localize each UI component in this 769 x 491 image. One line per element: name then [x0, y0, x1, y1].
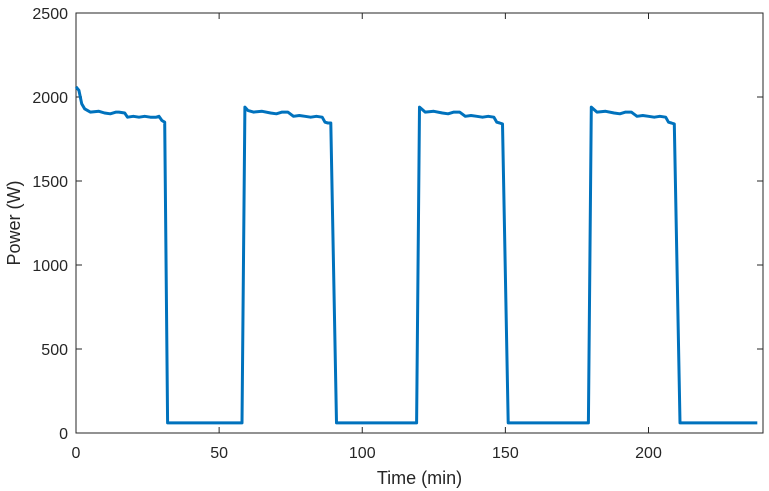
x-tick-label: 200 [635, 445, 662, 462]
y-tick-label: 2000 [32, 90, 68, 107]
y-tick-label: 1500 [32, 174, 68, 191]
y-axis-label: Power (W) [4, 181, 24, 266]
y-tick-label: 2500 [32, 6, 68, 23]
y-tick-label: 0 [59, 426, 68, 443]
series-group [74, 85, 758, 425]
power-series-line [74, 85, 758, 425]
x-axis: 0 50 100 150 200 [72, 13, 662, 462]
x-tick-label: 50 [210, 445, 228, 462]
x-axis-label: Time (min) [377, 468, 462, 488]
y-tick-label: 1000 [32, 258, 68, 275]
x-tick-label: 100 [349, 445, 376, 462]
y-axis: 0 500 1000 1500 2000 2500 [32, 6, 763, 443]
x-tick-label: 0 [72, 445, 81, 462]
x-tick-label: 150 [492, 445, 519, 462]
y-tick-label: 500 [41, 342, 68, 359]
